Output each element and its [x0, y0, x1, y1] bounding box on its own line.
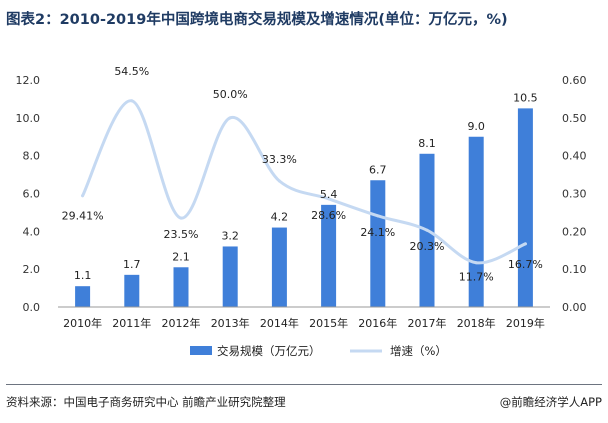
x-axis: 2010年 2011年 2012年 2013年 2014年 2015年 2016年 2017年…	[58, 306, 550, 330]
legend-bar-label: 交易规模（万亿元）	[217, 344, 321, 358]
growth-rate-point	[277, 179, 281, 183]
growth-rate-label: 23.5%	[164, 228, 199, 241]
bar-value-label: 1.1	[74, 269, 92, 282]
right-axis-tick: 0.10	[562, 263, 587, 276]
x-axis-label: 2013年	[211, 316, 250, 330]
bar	[75, 286, 91, 307]
bar-value-label: 5.4	[320, 188, 338, 201]
growth-rate-point	[327, 197, 331, 201]
line-series	[81, 99, 527, 265]
data-labels: 1.1 1.7 2.1 3.2 4.2 5.4 6.7 8.1 9.0 10.5 29.41% 54.…	[62, 65, 543, 284]
right-axis-tick: 0.30	[562, 188, 587, 201]
growth-rate-line	[81, 99, 527, 265]
growth-rate-label: 29.41%	[62, 210, 104, 223]
bar-value-label: 6.7	[369, 163, 387, 176]
x-axis-label: 2011年	[112, 316, 151, 330]
bar-value-label: 10.5	[513, 91, 538, 104]
left-axis-tick: 2.0	[23, 263, 41, 276]
bar	[370, 180, 386, 307]
bar	[468, 136, 484, 307]
x-axis-label: 2018年	[457, 316, 496, 330]
bar-value-label: 4.2	[271, 211, 289, 224]
growth-rate-point	[81, 194, 85, 198]
bar	[517, 108, 533, 307]
legend: 交易规模（万亿元） 增速（%）	[190, 344, 447, 358]
right-axis-tick: 0.50	[562, 112, 587, 125]
chart-title: 图表2：2010-2019年中国跨境电商交易规模及增速情况(单位：万亿元，%)	[6, 12, 508, 28]
x-axis-label: 2017年	[408, 316, 447, 330]
bar-value-label: 1.7	[123, 258, 141, 271]
left-axis-tick: 0.0	[23, 301, 41, 314]
growth-rate-point	[523, 242, 527, 246]
left-axis: 0.0 2.0 4.0 6.0 8.0 10.0 12.0	[16, 74, 41, 314]
legend-bar-swatch	[190, 346, 212, 355]
bar	[271, 227, 287, 307]
right-axis: 0.00 0.10 0.20 0.30 0.40 0.50 0.60	[562, 74, 587, 314]
bar	[321, 204, 337, 307]
x-axis-label: 2012年	[162, 316, 201, 330]
bar	[173, 267, 189, 307]
left-axis-tick: 4.0	[23, 225, 41, 238]
growth-rate-label: 33.3%	[262, 153, 297, 166]
growth-rate-point	[228, 116, 232, 120]
left-axis-tick: 8.0	[23, 150, 41, 163]
left-axis-tick: 12.0	[16, 74, 41, 87]
footer-divider	[6, 384, 602, 385]
right-axis-tick: 0.40	[562, 150, 587, 163]
growth-rate-label: 11.7%	[459, 271, 494, 284]
right-axis-tick: 0.20	[562, 225, 587, 238]
growth-rate-label: 16.7%	[508, 258, 543, 271]
x-axis-label: 2016年	[358, 316, 397, 330]
growth-rate-label: 24.1%	[360, 226, 395, 239]
growth-rate-point	[376, 214, 380, 218]
right-axis-tick: 0.60	[562, 74, 587, 87]
x-axis-label: 2014年	[260, 316, 299, 330]
brand-credit: @前瞻经济学人APP	[499, 395, 602, 409]
bar-value-label: 3.2	[221, 229, 239, 242]
source-note: 资料来源：中国电子商务研究中心 前瞻产业研究院整理	[6, 395, 286, 409]
legend-line-label: 增速（%）	[390, 344, 447, 358]
bar-value-label: 2.1	[172, 250, 190, 263]
growth-rate-label: 50.0%	[213, 88, 248, 101]
bar	[222, 246, 238, 307]
left-axis-tick: 6.0	[23, 188, 41, 201]
growth-rate-label: 20.3%	[410, 240, 445, 253]
x-axis-label: 2019年	[506, 316, 545, 330]
growth-rate-point	[179, 216, 183, 220]
growth-rate-point	[425, 228, 429, 232]
growth-rate-label: 28.6%	[311, 209, 346, 222]
x-axis-label: 2010年	[63, 316, 102, 330]
x-axis-label: 2015年	[309, 316, 348, 330]
bar-value-label: 8.1	[418, 137, 436, 150]
left-axis-tick: 10.0	[16, 112, 41, 125]
bar	[124, 274, 140, 307]
growth-rate-point	[474, 261, 478, 265]
growth-rate-point	[130, 99, 134, 103]
right-axis-tick: 0.00	[562, 301, 587, 314]
bar-value-label: 9.0	[467, 120, 485, 133]
growth-rate-label: 54.5%	[114, 65, 149, 78]
